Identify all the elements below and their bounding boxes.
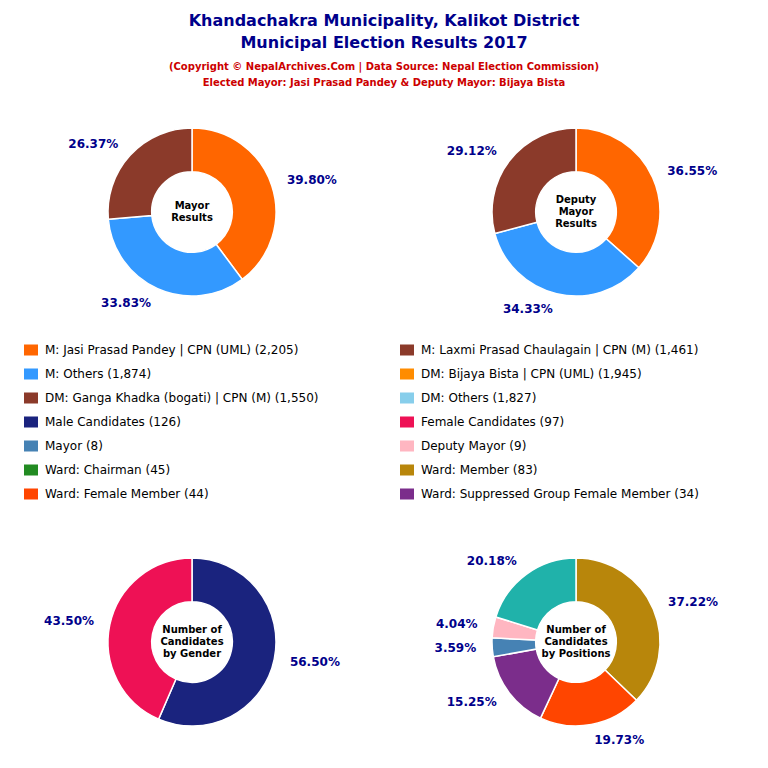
legend-swatch	[400, 393, 414, 404]
center-label: MayorResults	[171, 200, 213, 223]
legend-label: Mayor (8)	[45, 439, 103, 453]
subtitle: Elected Mayor: Jasi Prasad Pandey & Depu…	[203, 77, 566, 88]
title: Municipal Election Results 2017	[240, 33, 527, 52]
legend-item: Ward: Chairman (45)	[24, 463, 170, 477]
center-label-line: Results	[555, 218, 597, 229]
legend-item: DM: Others (1,827)	[400, 391, 536, 405]
legend-swatch	[400, 465, 414, 476]
legend-item: Male Candidates (126)	[24, 415, 181, 429]
data-label: 15.25%	[447, 695, 497, 709]
data-label: 39.80%	[287, 173, 337, 187]
data-labels: 37.22% 19.73% 15.25% 3.59% 4.04% 20.18%	[435, 554, 718, 747]
legend-swatch	[24, 369, 38, 380]
legend-label: Ward: Member (83)	[421, 463, 537, 477]
center-label-line: Candidates	[160, 636, 223, 647]
legend-label: Female Candidates (97)	[421, 415, 564, 429]
data-label: 34.33%	[503, 302, 553, 316]
legend-label: Deputy Mayor (9)	[421, 439, 526, 453]
legend-swatch	[24, 345, 38, 356]
data-label: 36.55%	[667, 163, 717, 177]
legend-item: DM: Ganga Khadka (bogati) | CPN (M) (1,5…	[24, 391, 319, 405]
center-label-line: Number of	[162, 624, 222, 635]
wedge	[496, 558, 576, 630]
center-label: Number ofCandidatesby Gender	[160, 624, 223, 659]
legend-label: DM: Ganga Khadka (bogati) | CPN (M) (1,5…	[45, 391, 319, 405]
center-label-line: Mayor	[175, 200, 210, 211]
figure: Khandachakra Municipality, Kalikot Distr…	[0, 0, 768, 768]
legend-item: Ward: Member (83)	[400, 463, 537, 477]
legend-label: Ward: Suppressed Group Female Member (34…	[421, 487, 699, 501]
data-labels: 56.50% 43.50%	[44, 614, 340, 669]
donut: DeputyMayorResults 36.55% 34.33% 29.12%	[447, 128, 717, 316]
wedge	[493, 649, 559, 718]
legend-swatch	[24, 441, 38, 452]
subtitle: (Copyright © NepalArchives.Com | Data So…	[169, 61, 599, 73]
data-label: 43.50%	[44, 614, 94, 628]
donut: Number ofCandidatesby Gender 56.50% 43.50%	[44, 558, 340, 726]
data-label: 33.83%	[101, 296, 151, 310]
center-label-line: Candidates	[544, 636, 607, 647]
legend-swatch	[400, 369, 414, 380]
center-label: DeputyMayorResults	[555, 194, 597, 229]
data-label: 37.22%	[668, 595, 718, 609]
legend-item: M: Jasi Prasad Pandey | CPN (UML) (2,205…	[24, 343, 298, 357]
center-label: Number ofCandidatesby Positions	[542, 624, 611, 659]
chart-container: Khandachakra Municipality, Kalikot Distr…	[0, 0, 768, 768]
legend-item: Ward: Suppressed Group Female Member (34…	[400, 487, 699, 501]
center-label-line: by Gender	[163, 648, 221, 659]
legend-item: Mayor (8)	[24, 439, 103, 453]
legend-label: Ward: Chairman (45)	[45, 463, 170, 477]
legend-item: M: Laxmi Prasad Chaulagain | CPN (M) (1,…	[400, 343, 698, 357]
data-label: 26.37%	[68, 137, 118, 151]
legend-label: M: Jasi Prasad Pandey | CPN (UML) (2,205…	[45, 343, 298, 357]
wedges	[492, 128, 660, 296]
legend-swatch	[24, 465, 38, 476]
wedge	[492, 638, 536, 657]
legend-label: M: Others (1,874)	[45, 367, 151, 381]
legend-swatch	[400, 489, 414, 500]
wedge	[108, 215, 242, 296]
data-label: 4.04%	[436, 617, 478, 631]
legend-item: DM: Bijaya Bista | CPN (UML) (1,945)	[400, 367, 642, 381]
data-label: 29.12%	[447, 144, 497, 158]
legend-label: DM: Bijaya Bista | CPN (UML) (1,945)	[421, 367, 642, 381]
legend-swatch	[400, 345, 414, 356]
donut: Number ofCandidatesby Positions 37.22% 19.…	[435, 554, 718, 747]
legend-swatch	[24, 417, 38, 428]
center-label-line: Mayor	[559, 206, 594, 217]
legend-item: Female Candidates (97)	[400, 415, 564, 429]
center-label-line: by Positions	[542, 648, 611, 659]
title: Khandachakra Municipality, Kalikot Distr…	[189, 11, 580, 30]
donut: MayorResults 39.80% 33.83% 26.37%	[68, 128, 337, 310]
legend-label: M: Laxmi Prasad Chaulagain | CPN (M) (1,…	[421, 343, 698, 357]
wedges	[108, 558, 276, 726]
legend-item: M: Others (1,874)	[24, 367, 151, 381]
legend-item: Deputy Mayor (9)	[400, 439, 526, 453]
legend-label: Male Candidates (126)	[45, 415, 181, 429]
data-labels: 39.80% 33.83% 26.37%	[68, 137, 337, 310]
center-label-line: Deputy	[556, 194, 597, 205]
wedges	[492, 558, 660, 726]
legend-swatch	[400, 441, 414, 452]
center-label-line: Number of	[546, 624, 606, 635]
wedges	[108, 128, 276, 296]
data-label: 20.18%	[467, 554, 517, 568]
legend-swatch	[400, 417, 414, 428]
legend-label: DM: Others (1,827)	[421, 391, 536, 405]
data-label: 3.59%	[435, 641, 477, 655]
data-label: 56.50%	[290, 655, 340, 669]
legend-item: Ward: Female Member (44)	[24, 487, 209, 501]
center-label-line: Results	[171, 212, 213, 223]
data-label: 19.73%	[594, 733, 644, 747]
legend-label: Ward: Female Member (44)	[45, 487, 209, 501]
data-labels: 36.55% 34.33% 29.12%	[447, 144, 717, 316]
legend-swatch	[24, 393, 38, 404]
legend: M: Jasi Prasad Pandey | CPN (UML) (2,205…	[24, 343, 699, 501]
wedge	[495, 222, 639, 296]
legend-swatch	[24, 489, 38, 500]
